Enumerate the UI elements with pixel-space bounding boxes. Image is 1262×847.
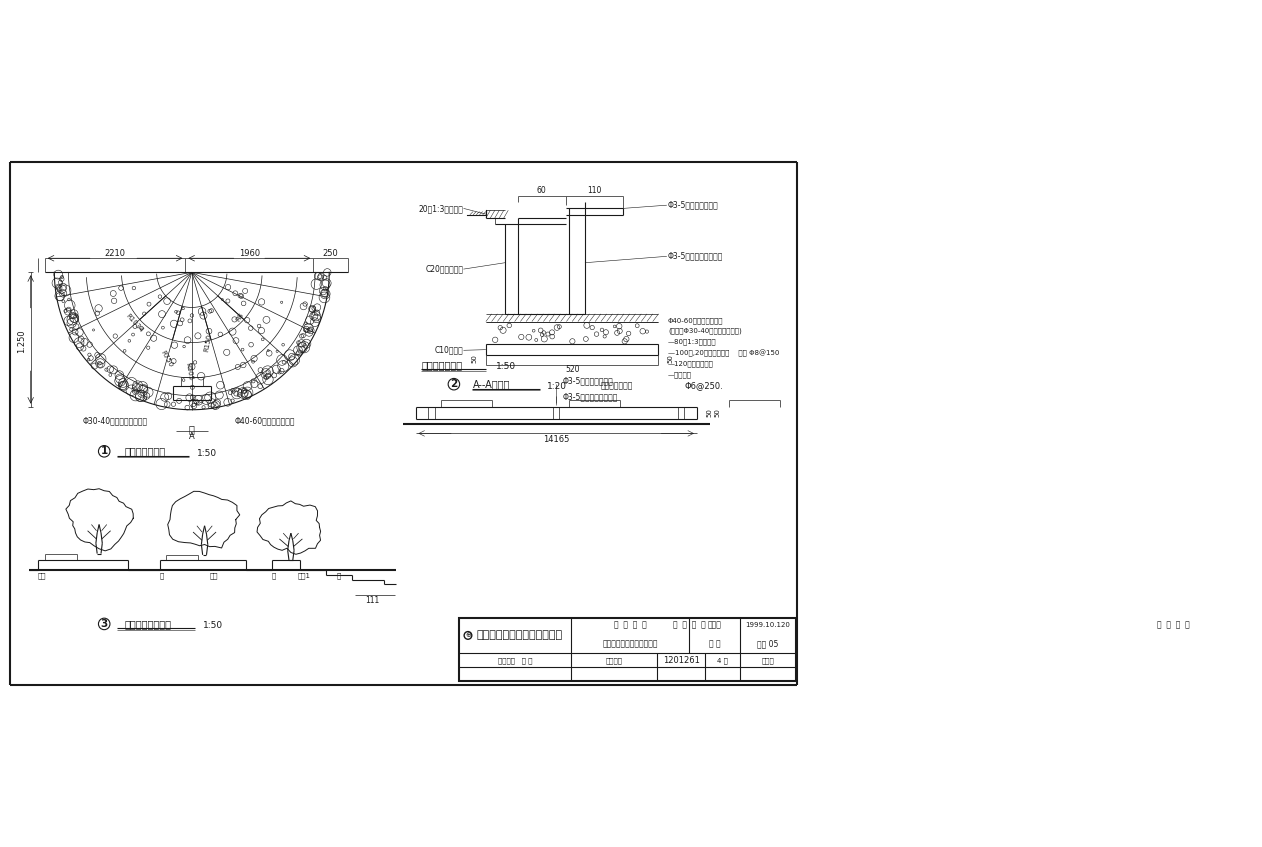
Text: Φ40-60本色鹅卵石驳坡: Φ40-60本色鹅卵石驳坡	[235, 417, 295, 426]
Text: R1034: R1034	[125, 313, 144, 334]
Text: 250: 250	[323, 249, 338, 257]
Text: 1960: 1960	[239, 249, 260, 257]
Text: 1:20: 1:20	[546, 382, 567, 390]
Text: 三: 三	[189, 424, 194, 434]
Text: 1: 1	[101, 446, 107, 457]
Text: A--A剖面图: A--A剖面图	[473, 379, 510, 389]
Text: 1999.10.120: 1999.10.120	[746, 622, 790, 628]
Text: 三: 三	[271, 573, 275, 579]
Text: R150: R150	[203, 333, 212, 352]
Text: 景丁: 景丁	[38, 573, 45, 579]
Text: Φ3-5黄锈色小砾石水洗: Φ3-5黄锈色小砾石水洗	[563, 392, 618, 401]
Text: 设计编号: 设计编号	[606, 657, 622, 664]
Text: 520: 520	[565, 365, 579, 374]
Text: 50: 50	[668, 354, 673, 363]
Text: C10混凝土: C10混凝土	[434, 346, 463, 355]
Text: 60: 60	[536, 186, 546, 195]
Text: 设计号: 设计号	[708, 620, 722, 629]
Text: 1:50: 1:50	[203, 622, 223, 630]
Text: 1201261: 1201261	[663, 656, 699, 665]
Text: (外围为Φ30-40本色鹅卵石驳坡): (外围为Φ30-40本色鹅卵石驳坡)	[668, 328, 742, 335]
Text: Φ30-40深黄色鹅卵石驳坡: Φ30-40深黄色鹅卵石驳坡	[82, 417, 148, 426]
Text: Φ40-60本色鹅卵石驳坡: Φ40-60本色鹅卵石驳坡	[668, 317, 723, 324]
Text: 2: 2	[451, 379, 458, 389]
Text: 工  程  名  称: 工 程 名 称	[1157, 620, 1190, 629]
Text: 50: 50	[714, 408, 721, 418]
Text: 景: 景	[337, 573, 341, 579]
Text: 互材号码   平 案: 互材号码 平 案	[497, 657, 533, 664]
Text: 铺装花坛正面图: 铺装花坛正面图	[422, 360, 463, 370]
Text: —素土夯实: —素土夯实	[668, 371, 692, 378]
Text: 台阶及树坛立面图: 台阶及树坛立面图	[125, 619, 172, 629]
Text: 14165: 14165	[543, 435, 569, 445]
Text: Φ3-5黄锈色小砾石水洗: Φ3-5黄锈色小砾石水洗	[668, 252, 723, 261]
Text: R505: R505	[184, 362, 193, 381]
Text: R750: R750	[159, 349, 173, 368]
Text: 2210: 2210	[105, 249, 126, 257]
Text: A: A	[189, 432, 194, 441]
Text: Φ3-5本色小砾石水洗: Φ3-5本色小砾石水洗	[563, 376, 613, 385]
Text: 50: 50	[707, 408, 713, 418]
Text: 成都市公益性普通高中建设: 成都市公益性普通高中建设	[602, 639, 658, 648]
Text: —120厚砌卵石垫层: —120厚砌卵石垫层	[668, 361, 714, 367]
Text: 图 号: 图 号	[709, 639, 721, 648]
Text: 主体边钢筋构造: 主体边钢筋构造	[601, 382, 634, 390]
Text: 50: 50	[472, 354, 477, 363]
Text: 4 目: 4 目	[717, 657, 728, 664]
Text: 景: 景	[159, 573, 164, 579]
Text: —80厚1:3水泥砂浆: —80厚1:3水泥砂浆	[668, 339, 717, 346]
Text: 111: 111	[366, 595, 380, 605]
Text: 铺装花坛平面图: 铺装花坛平面图	[125, 446, 165, 457]
Text: 工  程  名  称: 工 程 名 称	[613, 620, 646, 629]
Text: 110: 110	[587, 186, 602, 195]
Text: ⊕: ⊕	[464, 633, 471, 639]
Bar	[459, 617, 796, 682]
Text: 景丁: 景丁	[209, 573, 218, 579]
Text: 园施 05: 园施 05	[757, 639, 779, 648]
Text: 景乙1: 景乙1	[297, 573, 310, 579]
Text: 工  程  名  称: 工 程 名 称	[673, 620, 705, 629]
Text: 20厚1:3水泥砂浆: 20厚1:3水泥砂浆	[419, 204, 463, 213]
Text: Φ3-5本色小砾石水洗: Φ3-5本色小砾石水洗	[668, 201, 719, 210]
Text: 1.250: 1.250	[18, 329, 27, 353]
Text: 3: 3	[101, 619, 107, 629]
Text: —100厚,20混凝浆灰白配    双筋 Φ8@150: —100厚,20混凝浆灰白配 双筋 Φ8@150	[668, 349, 780, 357]
Text: R8: R8	[235, 312, 245, 323]
Text: 浙江佳境规划建筑设计研究院: 浙江佳境规划建筑设计研究院	[476, 630, 563, 640]
Text: Φ6@250.: Φ6@250.	[684, 382, 723, 390]
Text: 1:50: 1:50	[197, 449, 217, 457]
Text: 铁装材: 铁装材	[762, 657, 775, 664]
Text: 1:50: 1:50	[496, 363, 516, 372]
Text: C20钢筋混凝土: C20钢筋混凝土	[425, 264, 463, 274]
